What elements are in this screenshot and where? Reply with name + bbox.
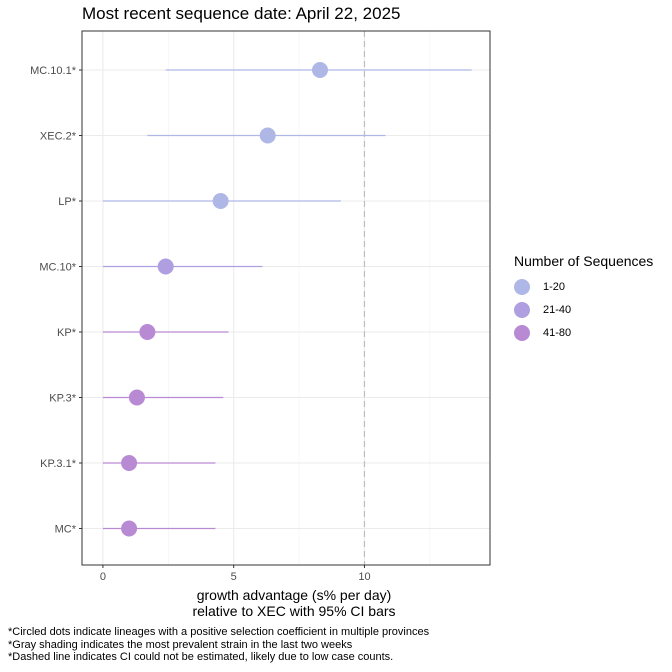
data-point	[259, 127, 276, 144]
data-point	[139, 324, 156, 340]
y-tick-label: MC*	[55, 524, 77, 536]
footnotes: *Circled dots indicate lineages with a p…	[8, 626, 429, 664]
y-tick-label: MC.10.1*	[30, 65, 77, 77]
legend-item-41-80: 41-80	[514, 323, 571, 343]
x-axis-label-line1: growth advantage (s% per day)	[196, 587, 392, 603]
x-axis-label-line2: relative to XEC with 95% CI bars	[192, 603, 396, 619]
legend-item-1-20: 1-20	[514, 277, 565, 297]
y-tick-label: KP.3.1*	[40, 458, 77, 470]
legend-label-21-40: 21-40	[543, 304, 572, 316]
data-point	[157, 258, 174, 275]
footnote-circled-dots: *Circled dots indicate lineages with a p…	[8, 626, 430, 638]
legend-dot-41-80	[514, 325, 530, 341]
chart-title: Most recent sequence date: April 22, 202…	[82, 4, 401, 23]
x-tick-label: 0	[100, 571, 106, 583]
legend-item-21-40: 21-40	[514, 300, 571, 320]
y-tick-label: KP.3*	[49, 393, 76, 405]
y-tick-label: LP*	[58, 196, 76, 208]
data-point	[121, 455, 138, 471]
data-point	[312, 62, 328, 78]
data-point	[128, 389, 145, 406]
footnote-dashed-line: *Dashed line indicates CI could not be e…	[8, 651, 394, 663]
y-tick-label: KP*	[57, 327, 77, 339]
y-tick-label: XEC.2*	[40, 131, 77, 143]
legend-title: Number of Sequences	[514, 253, 654, 269]
legend-dot-21-40	[514, 302, 530, 318]
legend-label-1-20: 1-20	[543, 281, 566, 293]
plot-panel	[82, 31, 490, 565]
data-point	[212, 193, 229, 209]
plot-border	[81, 30, 491, 566]
y-tick-label: MC.10*	[39, 262, 76, 274]
x-tick-label: 5	[231, 571, 237, 583]
data-point	[121, 520, 138, 537]
footnote-gray-shading: *Gray shading indicates the most prevale…	[8, 638, 353, 651]
legend-label-41-80: 41-80	[543, 327, 572, 339]
x-tick-label: 10	[358, 571, 370, 583]
legend-dot-1-20	[514, 279, 530, 295]
